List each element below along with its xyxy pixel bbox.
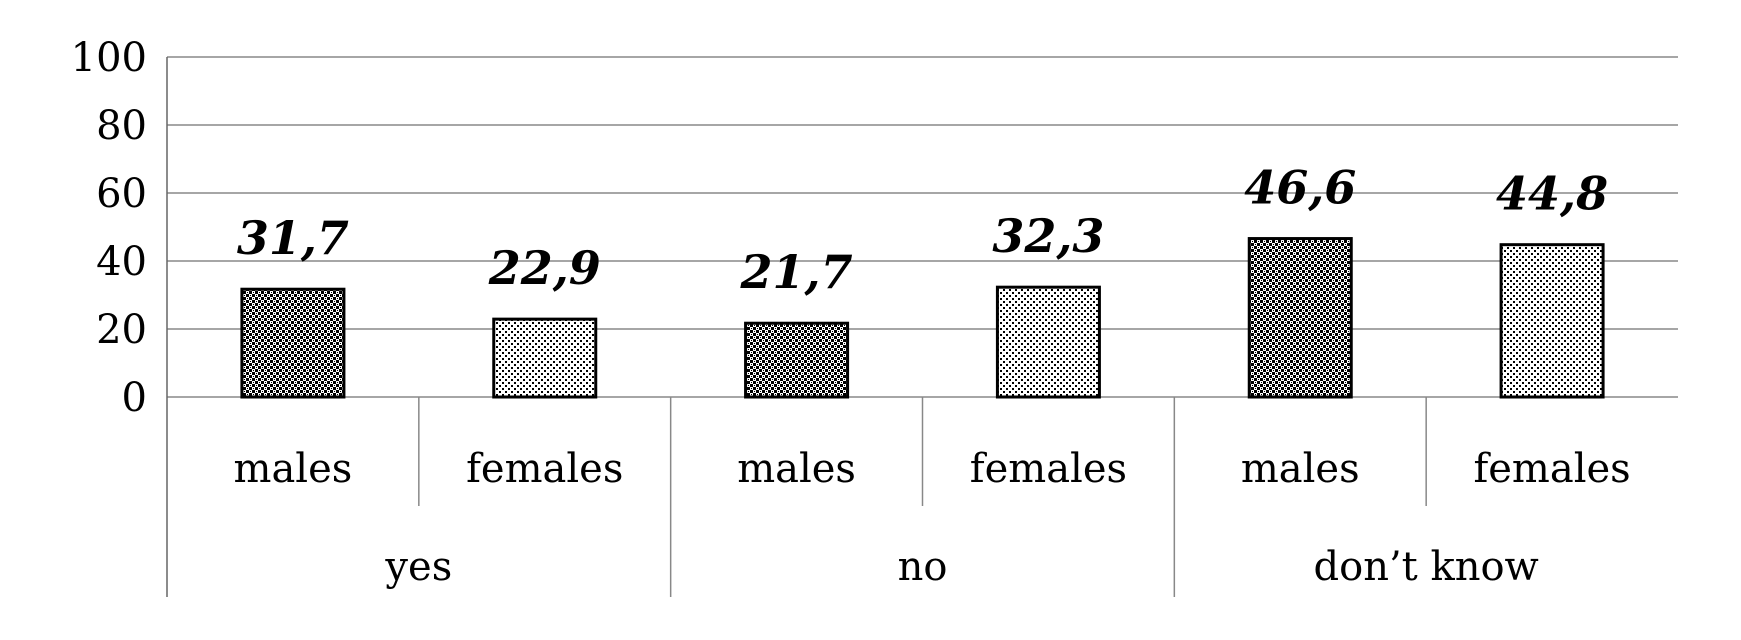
y-tick-label: 0 <box>122 375 147 421</box>
bar-females <box>1499 243 1605 399</box>
labels: 0 20 40 60 80 100 31,7 males 22,9 females 21,7 male… <box>71 35 1631 590</box>
gridlines <box>167 56 1678 398</box>
value-label: 32,3 <box>992 209 1104 263</box>
y-tick-label: 40 <box>96 239 147 285</box>
value-label: 31,7 <box>237 211 349 265</box>
y-tick-label: 80 <box>96 103 147 149</box>
y-tick-label: 60 <box>96 171 147 217</box>
y-tick-label: 100 <box>71 35 147 81</box>
category-label: females <box>1473 446 1630 492</box>
y-tick-label: 20 <box>96 307 147 353</box>
bars <box>240 237 1605 399</box>
category-label: males <box>1241 446 1360 492</box>
bar-females <box>995 285 1101 399</box>
category-label: females <box>466 446 623 492</box>
value-label: 21,7 <box>740 245 853 299</box>
value-label: 46,6 <box>1244 161 1356 215</box>
group-label: yes <box>384 544 452 590</box>
bar-males <box>1247 237 1353 399</box>
category-label: males <box>737 446 856 492</box>
group-label: don’t know <box>1314 544 1539 590</box>
bar-males <box>240 287 346 399</box>
axes <box>166 57 1427 597</box>
value-label: 22,9 <box>488 241 601 295</box>
category-label: females <box>970 446 1127 492</box>
group-label: no <box>898 544 948 590</box>
bar-males <box>744 321 850 399</box>
value-label: 44,8 <box>1496 167 1608 221</box>
bar-females <box>492 317 598 399</box>
category-label: males <box>234 446 353 492</box>
